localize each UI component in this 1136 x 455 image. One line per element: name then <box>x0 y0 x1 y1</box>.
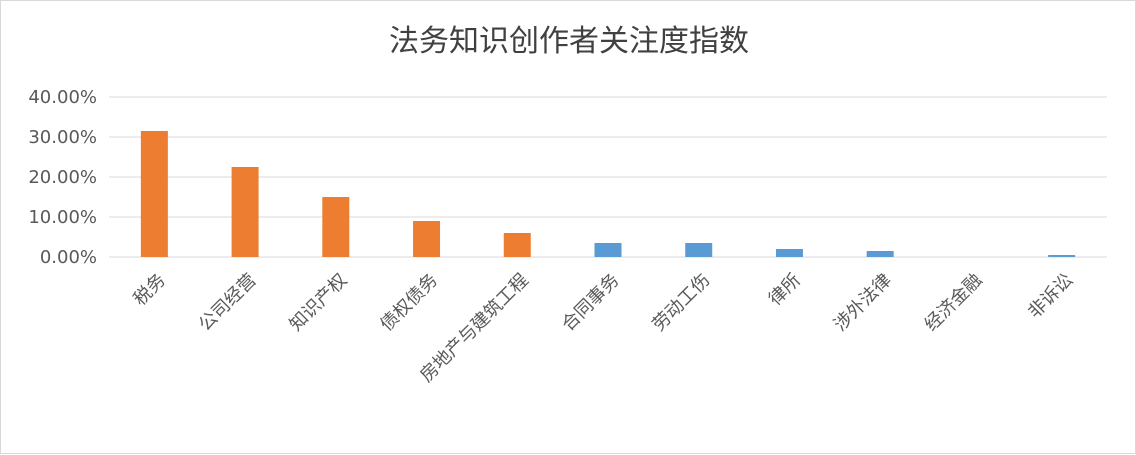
chart-title: 法务知识创作者关注度指数 <box>389 24 749 59</box>
bar <box>322 197 350 257</box>
bar <box>231 167 259 257</box>
bar <box>866 251 894 257</box>
x-category-label: 非诉讼 <box>1024 270 1077 323</box>
bar <box>413 221 441 257</box>
bar <box>503 233 531 257</box>
x-category-label: 税务 <box>130 270 170 310</box>
y-axis-ticks: 0.00% 10.00% 20.00% 30.00% 40.00% <box>28 87 97 268</box>
x-category-label: 合同事务 <box>558 270 624 336</box>
x-category-label: 律所 <box>765 270 805 310</box>
x-category-label: 知识产权 <box>286 270 352 336</box>
y-tick-label: 10.00% <box>28 207 97 228</box>
x-category-label: 涉外法律 <box>830 270 896 336</box>
y-tick-label: 30.00% <box>28 127 97 148</box>
bar <box>685 243 713 257</box>
y-tick-label: 40.00% <box>28 87 97 108</box>
x-category-label: 劳动工伤 <box>649 270 715 336</box>
x-category-label: 债权债务 <box>376 270 442 336</box>
bar <box>594 243 622 257</box>
bar <box>1048 255 1076 257</box>
y-tick-label: 20.00% <box>28 167 97 188</box>
grid-layer <box>109 96 1107 258</box>
x-category-label: 公司经营 <box>195 270 261 336</box>
bar <box>775 249 803 257</box>
x-category-label: 经济金融 <box>921 270 987 336</box>
bar <box>140 131 168 257</box>
bars <box>140 131 1076 257</box>
y-tick-label: 0.00% <box>40 247 97 268</box>
